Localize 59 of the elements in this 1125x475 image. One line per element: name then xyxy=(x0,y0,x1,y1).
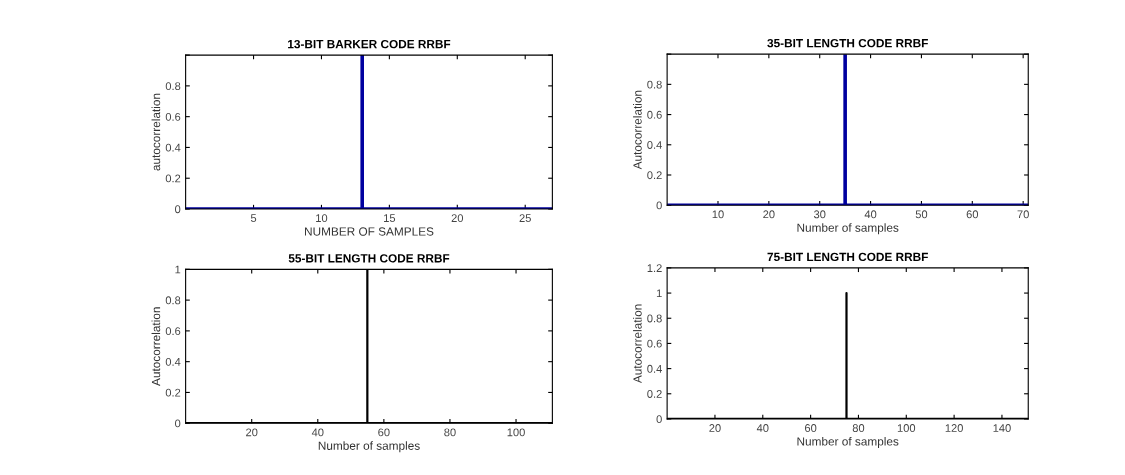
x-axis-title: Number of samples xyxy=(797,436,899,448)
x-tick-label: 20 xyxy=(709,424,721,432)
y-tick-label: 1 xyxy=(656,289,662,298)
x-tick-label: 30 xyxy=(813,210,826,219)
y-tick-label: 0.2 xyxy=(647,171,662,180)
x-tick-label: 60 xyxy=(966,210,979,219)
x-tick-label: 80 xyxy=(852,424,865,432)
x-tick-label: 20 xyxy=(763,210,775,219)
x-tick-label: 40 xyxy=(311,428,324,437)
chart-title: 75-BIT LENGTH CODE RRBF xyxy=(767,252,928,262)
x-tick-label: 10 xyxy=(712,210,724,219)
y-axis-title: Autocorrelation xyxy=(151,307,161,386)
y-tick-label: 0 xyxy=(175,419,181,428)
x-axis-title: Number of samples xyxy=(797,223,899,235)
x-tick-label: 70 xyxy=(1017,210,1029,219)
x-tick-label: 60 xyxy=(378,428,390,437)
y-tick-label: 0.4 xyxy=(165,143,181,152)
x-tick-label: 140 xyxy=(993,424,1011,432)
x-axis-title: NUMBER OF SAMPLES xyxy=(305,227,434,236)
y-tick-label: 0.4 xyxy=(647,364,662,373)
y-axis-title: Autocorrelation xyxy=(633,304,642,384)
chart-title: 35-BIT LENGTH CODE RRBF xyxy=(767,38,928,48)
x-tick-label: 20 xyxy=(451,214,464,223)
y-tick-label: 1 xyxy=(175,265,181,274)
y-tick-label: 0 xyxy=(175,205,181,214)
x-tick-label: 40 xyxy=(864,210,877,219)
x-tick-label: 25 xyxy=(519,214,531,223)
y-tick-label: 0.2 xyxy=(647,390,662,398)
y-tick-label: 1.2 xyxy=(647,264,662,272)
x-axis-title: Number of samples xyxy=(318,441,420,453)
x-tick-label: 40 xyxy=(756,424,769,432)
chart-title: 55-BIT LENGTH CODE RRBF xyxy=(288,254,450,263)
x-tick-label: 80 xyxy=(444,428,456,437)
y-tick-label: 0.6 xyxy=(165,112,181,121)
x-tick-label: 50 xyxy=(915,210,928,219)
y-tick-label: 0.4 xyxy=(647,141,662,149)
y-tick-label: 0.8 xyxy=(647,80,662,89)
y-tick-label: 0.6 xyxy=(647,339,662,348)
y-tick-label: 0.6 xyxy=(647,110,662,119)
chart-title: 13-BIT BARKER CODE RRBF xyxy=(288,39,451,49)
y-axis-title: Autocorrelation xyxy=(633,90,642,170)
y-tick-label: 0.2 xyxy=(165,174,181,183)
y-axis-title: autocorrelation xyxy=(151,93,161,171)
x-tick-label: 10 xyxy=(316,214,328,223)
y-tick-label: 0.4 xyxy=(165,357,181,366)
y-tick-label: 0.8 xyxy=(165,296,181,305)
x-tick-label: 100 xyxy=(507,428,525,437)
x-tick-label: 100 xyxy=(897,424,916,432)
y-tick-label: 0 xyxy=(656,415,662,424)
y-tick-label: 0 xyxy=(656,201,662,210)
y-tick-label: 0.8 xyxy=(165,82,181,91)
y-tick-label: 0.8 xyxy=(647,314,662,323)
x-tick-label: 15 xyxy=(384,214,396,223)
y-tick-label: 0.2 xyxy=(165,388,181,397)
x-tick-label: 60 xyxy=(805,424,817,432)
x-tick-label: 20 xyxy=(246,428,258,437)
y-tick-label: 0.6 xyxy=(165,327,181,336)
x-tick-label: 5 xyxy=(250,214,257,223)
x-tick-label: 120 xyxy=(945,424,963,432)
